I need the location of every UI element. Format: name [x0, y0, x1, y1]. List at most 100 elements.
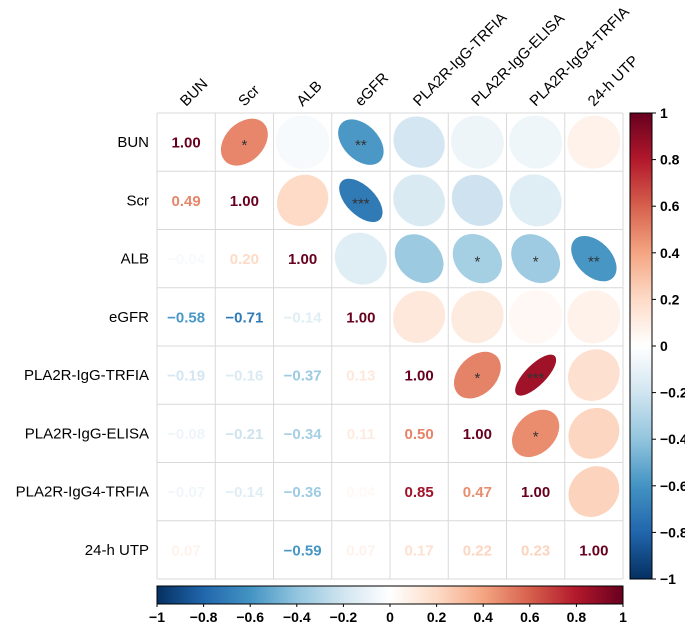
corr-ellipse-5-7 — [568, 407, 620, 459]
value-label-5-5: 1.00 — [463, 426, 492, 443]
corr-ellipse-0-3 — [338, 119, 384, 165]
corr-ellipse-3-4 — [393, 290, 446, 343]
value-label-7-0: 0.07 — [172, 542, 201, 559]
corr-ellipse-3-7 — [567, 290, 621, 344]
column-label-4: PLA2R-IgG-TRFIA — [410, 9, 510, 109]
significance-mark-2-5: * — [474, 254, 480, 271]
matrix-grid — [156, 112, 624, 580]
value-label-4-0: −0.19 — [167, 368, 205, 385]
corr-ellipse-0-4 — [393, 116, 445, 168]
value-label-4-2: −0.37 — [284, 368, 322, 385]
colorbar-right-tick-label-9: −0.8 — [660, 524, 685, 540]
significance-mark-4-5: * — [474, 370, 480, 387]
value-label-7-6: 0.23 — [521, 542, 550, 559]
value-label-3-1: −0.71 — [225, 309, 263, 326]
row-label-1: Scr — [127, 192, 150, 209]
colorbar-bottom-bar — [156, 585, 624, 605]
value-label-3-2: −0.14 — [284, 309, 323, 326]
value-label-7-2: −0.59 — [284, 542, 322, 559]
corr-ellipse-2-5 — [452, 234, 502, 284]
value-label-7-7: 1.00 — [579, 542, 608, 559]
colorbar-right-tick-label-1: 0.8 — [660, 152, 680, 168]
value-label-7-3: 0.07 — [346, 542, 375, 559]
colorbar-bottom-tick-label-9: 0.8 — [567, 609, 587, 625]
column-label-7: 24-h UTP — [585, 52, 642, 109]
significance-mark-1-3: *** — [352, 195, 370, 212]
significance-mark-2-7: ** — [588, 254, 600, 271]
value-label-7-4: 0.17 — [405, 542, 434, 559]
value-label-6-5: 0.47 — [463, 484, 492, 501]
corr-ellipse-1-6 — [509, 174, 562, 227]
colorbar-bottom: −1 −0.8 −0.6 −0.4 −0.2 0 0.2 0.4 0.6 0.8 1 — [149, 585, 627, 625]
corr-ellipse-2-4 — [394, 234, 444, 283]
colorbar-right: 1 0.8 0.6 0.4 0.2 0 −0.2 −0.4 −0.6 −0.8 −1 — [629, 105, 685, 587]
colorbar-bottom-tick-label-0: −1 — [149, 609, 165, 625]
corr-ellipse-1-3 — [339, 178, 383, 223]
significance-mark-5-6: * — [533, 428, 539, 445]
column-labels: BUN Scr ALB eGFR PLA2R-IgG-TRFIAPLA2R-IgG-EL… — [177, 3, 642, 109]
colorbar-right-tick-label-5: 0 — [660, 338, 668, 354]
value-label-5-1: −0.21 — [225, 426, 263, 443]
corr-ellipse-2-3 — [334, 232, 387, 285]
colorbar-bottom-tick-label-2: −0.6 — [236, 609, 264, 625]
row-label-0: BUN — [117, 134, 149, 151]
corr-ellipse-1-7 — [566, 173, 621, 228]
corr-ellipse-2-6 — [511, 234, 561, 284]
colorbar-bottom-tick-label-8: 0.6 — [520, 609, 540, 625]
value-label-7-5: 0.22 — [463, 542, 492, 559]
value-label-1-1: 1.00 — [230, 193, 259, 210]
row-labels: BUN Scr ALB eGFR PLA2R-IgG-TRFIA PLA2R-IgG-EL… — [16, 134, 150, 559]
corr-ellipse-4-5 — [453, 351, 501, 399]
value-label-4-1: −0.16 — [225, 368, 263, 385]
row-label-7: 24-h UTP — [85, 542, 149, 559]
row-label-5: PLA2R-IgG-ELISA — [25, 425, 149, 442]
corr-ellipse-5-6 — [512, 409, 560, 457]
corr-ellipse-3-6 — [508, 290, 563, 344]
significance-mark-2-6: * — [533, 254, 539, 271]
value-label-5-4: 0.50 — [405, 426, 434, 443]
corr-ellipse-0-5 — [450, 115, 504, 169]
corr-ellipse-0-2 — [275, 115, 330, 169]
corr-ellipse-0-7 — [567, 115, 621, 169]
colorbar-bottom-tick-label-4: −0.2 — [330, 609, 358, 625]
column-label-1: Scr — [235, 82, 263, 110]
value-label-6-2: −0.36 — [284, 484, 322, 501]
value-label-6-3: 0.04 — [346, 484, 376, 501]
row-label-4: PLA2R-IgG-TRFIA — [24, 367, 149, 384]
colorbar-right-tick-label-6: −0.2 — [660, 385, 685, 401]
significance-mark-0-3: ** — [355, 137, 367, 154]
row-label-6: PLA2R-IgG4-TRFIA — [16, 484, 149, 501]
corr-ellipse-1-2 — [277, 174, 329, 226]
corr-ellipse-1-4 — [393, 174, 446, 227]
significance-mark-0-1: * — [241, 137, 247, 154]
value-label-1-0: 0.49 — [172, 193, 201, 210]
value-label-5-0: −0.08 — [167, 426, 205, 443]
value-label-6-1: −0.14 — [225, 484, 264, 501]
colorbar-bottom-tick-label-7: 0.4 — [473, 609, 493, 625]
row-label-2: ALB — [121, 251, 149, 268]
colorbar-bottom-tick-label-6: 0.2 — [427, 609, 447, 625]
colorbar-right-tick-label-4: 0.2 — [660, 291, 680, 307]
column-label-6: PLA2R-IgG4-TRFIA — [526, 3, 632, 109]
value-label-6-6: 1.00 — [521, 484, 550, 501]
value-label-3-0: −0.58 — [167, 309, 205, 326]
value-label-4-4: 1.00 — [405, 368, 434, 385]
colorbar-right-tick-label-7: −0.4 — [660, 431, 685, 447]
colorbar-bottom-tick-label-5: 0 — [386, 609, 394, 625]
corr-ellipse-1-5 — [451, 174, 503, 226]
corr-ellipse-0-1 — [220, 118, 268, 166]
value-label-6-4: 0.85 — [405, 484, 434, 501]
corr-ellipse-4-7 — [568, 349, 620, 401]
corr-ellipse-0-6 — [509, 115, 563, 169]
value-label-6-0: −0.07 — [167, 484, 205, 501]
column-label-2: ALB — [293, 78, 325, 110]
value-label-0-0: 1.00 — [172, 135, 201, 152]
corr-ellipse-2-7 — [571, 235, 617, 282]
row-label-3: eGFR — [109, 309, 149, 326]
value-label-2-2: 1.00 — [288, 251, 317, 268]
colorbar-right-tick-label-2: 0.6 — [660, 198, 680, 214]
colorbar-bottom-tick-label-3: −0.4 — [283, 609, 311, 625]
value-label-2-0: −0.04 — [167, 251, 206, 268]
matrix-cells: 1.00 * **0.49 1.00 ***−0.04 0.20 1.00 * * **−0.58… — [167, 115, 621, 559]
